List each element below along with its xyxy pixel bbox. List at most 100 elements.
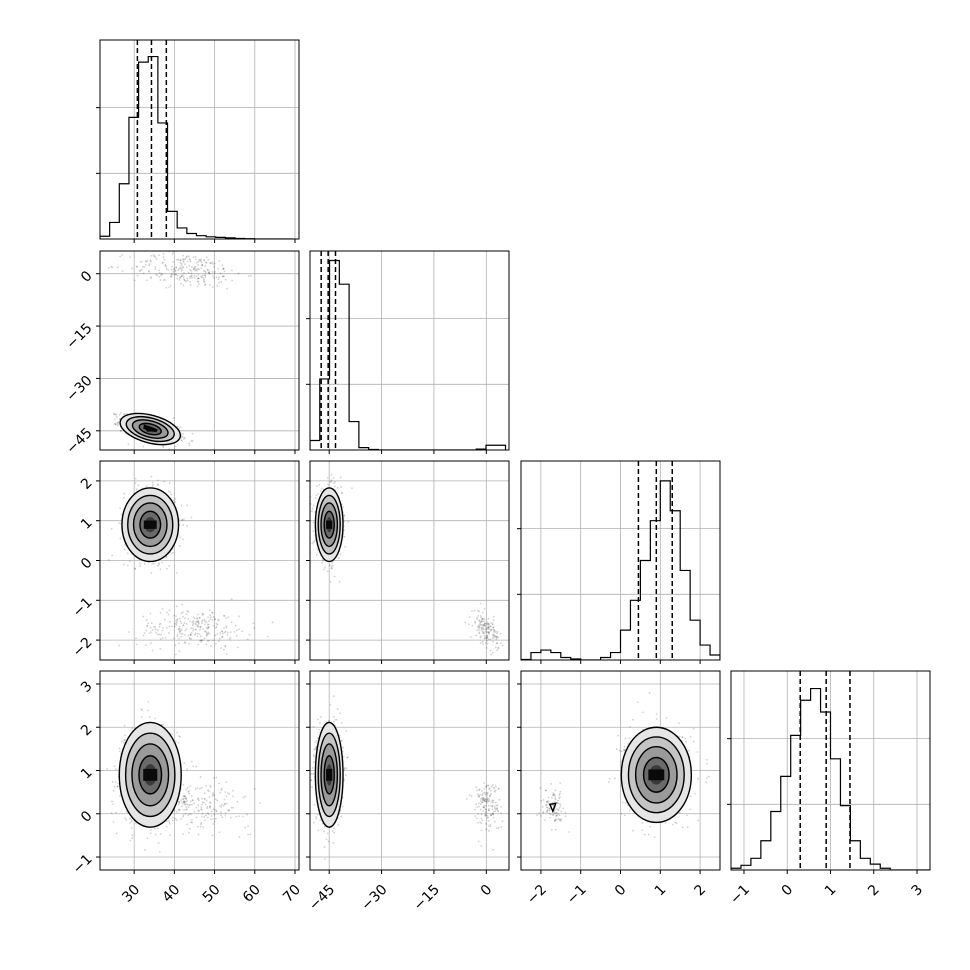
- contour-line: [132, 502, 168, 548]
- scatter-point: [193, 274, 196, 277]
- scatter-point: [323, 830, 325, 833]
- scatter-point: [141, 260, 144, 263]
- scatter-point: [212, 263, 214, 265]
- scatter-point: [165, 556, 168, 559]
- scatter-point: [145, 260, 148, 263]
- scatter-point: [218, 259, 221, 262]
- scatter-point: [480, 620, 483, 623]
- scatter-point: [193, 267, 196, 270]
- scatter-point: [478, 619, 481, 622]
- scatter-point: [220, 803, 223, 806]
- scatter-point: [490, 621, 493, 624]
- scatter-point: [110, 812, 113, 814]
- scatter-point: [200, 823, 202, 826]
- scatter-point: [487, 631, 490, 634]
- scatter-point: [471, 610, 473, 613]
- scatter-point: [196, 277, 199, 280]
- scatter-point: [202, 628, 205, 631]
- scatter-point: [188, 804, 190, 807]
- scatter-point: [176, 633, 179, 636]
- scatter-point: [162, 261, 164, 264]
- scatter-point: [190, 275, 192, 278]
- scatter-point: [182, 833, 185, 836]
- scatter-point: [178, 617, 181, 620]
- scatter-point: [197, 619, 200, 622]
- scatter-point: [182, 518, 185, 521]
- scatter-point: [175, 615, 177, 618]
- scatter-point: [175, 266, 178, 269]
- scatter-point: [220, 647, 223, 649]
- scatter-point: [193, 810, 196, 813]
- scatter-point: [201, 622, 204, 624]
- scatter-point: [223, 803, 226, 806]
- scatter-point: [186, 800, 189, 802]
- scatter-point: [140, 268, 143, 271]
- scatter-point: [486, 621, 489, 624]
- scatter-point: [123, 563, 125, 566]
- scatter-point: [195, 275, 198, 278]
- scatter-point: [197, 264, 200, 266]
- scatter-point: [208, 632, 211, 635]
- scatter-point: [154, 626, 157, 628]
- scatter-point: [159, 622, 162, 625]
- scatter-point: [311, 767, 314, 769]
- scatter-point: [474, 622, 477, 624]
- scatter-point: [181, 615, 184, 618]
- scatter-point: [201, 797, 203, 800]
- scatter-point: [496, 630, 499, 633]
- scatter-point: [192, 629, 194, 632]
- scatter-point: [481, 617, 484, 620]
- scatter-point: [312, 504, 315, 507]
- scatter-point: [166, 568, 168, 570]
- scatter-point: [197, 613, 199, 616]
- scatter-point: [194, 269, 197, 272]
- scatter-point: [201, 612, 204, 615]
- scatter-point: [156, 274, 159, 277]
- scatter-point: [195, 816, 198, 819]
- scatter-point: [487, 638, 490, 641]
- scatter-point: [330, 479, 333, 482]
- scatter-point: [480, 626, 483, 629]
- scatter-point: [203, 819, 206, 822]
- scatter-point: [159, 647, 162, 650]
- scatter-point: [336, 708, 339, 711]
- scatter-point: [187, 255, 190, 258]
- scatter-point: [238, 628, 240, 631]
- scatter-point: [161, 262, 164, 265]
- scatter-point: [152, 254, 155, 256]
- scatter-point: [180, 275, 183, 278]
- scatter-point: [192, 620, 195, 623]
- scatter-point: [215, 776, 218, 779]
- scatter-point: [168, 822, 171, 825]
- scatter-point: [214, 618, 217, 621]
- scatter-point: [123, 413, 126, 415]
- scatter-point: [181, 518, 183, 521]
- scatter-point: [171, 253, 174, 256]
- scatter-point: [328, 564, 331, 567]
- scatter-point: [258, 802, 261, 805]
- panel-frame: [99, 460, 300, 661]
- scatter-point: [142, 634, 145, 637]
- contour-line: [121, 487, 180, 563]
- panel-frame: [99, 250, 300, 451]
- scatter-point: [142, 615, 145, 618]
- y-tick-label: 2: [78, 722, 96, 740]
- scatter-point: [202, 826, 205, 829]
- marginal-panel-1: [306, 250, 510, 454]
- scatter-point: [200, 267, 203, 270]
- scatter-point: [188, 257, 191, 260]
- contour-line: [320, 502, 339, 548]
- scatter-point: [196, 787, 199, 789]
- scatter-point: [223, 648, 225, 651]
- scatter-point: [489, 625, 492, 628]
- scatter-point: [194, 622, 197, 625]
- scatter-point: [479, 621, 482, 624]
- scatter-point: [172, 816, 174, 819]
- scatter-point: [480, 635, 482, 638]
- scatter-point: [474, 620, 476, 623]
- scatter-point: [484, 642, 487, 644]
- scatter-point: [185, 798, 188, 801]
- scatter-point: [116, 421, 119, 424]
- y-tick-label: −15: [63, 320, 95, 352]
- scatter-point: [208, 609, 211, 611]
